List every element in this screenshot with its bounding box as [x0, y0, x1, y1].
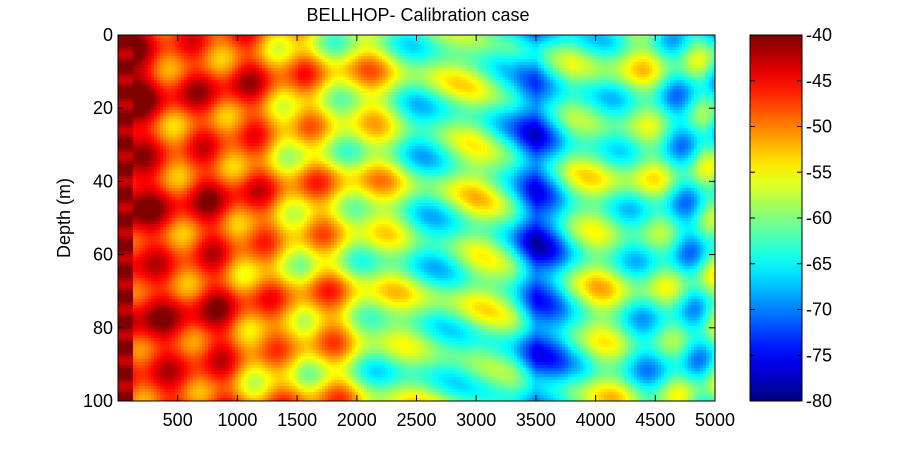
y-tick-label: 0	[103, 25, 113, 45]
heatmap-field	[118, 35, 715, 401]
y-tick-label: 20	[93, 98, 113, 118]
colorbar-tick-label: -40	[806, 25, 832, 45]
y-axis-label: Depth (m)	[54, 178, 74, 258]
colorbar-axis: -40 -45 -50 -55 -60 -65 -70 -75 -80	[750, 25, 832, 411]
x-tick-label: 3000	[456, 410, 496, 430]
y-tick-label: 80	[93, 318, 113, 338]
x-tick-label: 2500	[396, 410, 436, 430]
x-tick-label: 4000	[576, 410, 616, 430]
x-tick-label: 1500	[277, 410, 317, 430]
x-tick-label: 500	[163, 410, 193, 430]
x-tick-label: 1000	[217, 410, 257, 430]
x-tick-label: 3500	[516, 410, 556, 430]
colorbar-tick-label: -45	[806, 71, 832, 91]
x-tick-label: 2000	[337, 410, 377, 430]
chart-title: BELLHOP- Calibration case	[306, 5, 529, 25]
colorbar-tick-label: -80	[806, 391, 832, 411]
colorbar-tick-label: -55	[806, 162, 832, 182]
y-axis: 0 20 40 60 80 100	[83, 25, 715, 411]
y-tick-label: 100	[83, 391, 113, 411]
x-tick-label: 5000	[695, 410, 735, 430]
colorbar-tick-label: -65	[806, 254, 832, 274]
colorbar-tick-label: -60	[806, 208, 832, 228]
colorbar-tick-label: -50	[806, 117, 832, 137]
y-tick-label: 40	[93, 171, 113, 191]
colorbar-tick-label: -70	[806, 300, 832, 320]
x-axis: 500 1000 1500 2000 2500 3000 3500 4000 4500 5000	[163, 35, 735, 430]
y-tick-label: 60	[93, 245, 113, 265]
x-tick-label: 4500	[635, 410, 675, 430]
colorbar-bar	[749, 34, 803, 402]
colorbar-tick-label: -75	[806, 345, 832, 365]
